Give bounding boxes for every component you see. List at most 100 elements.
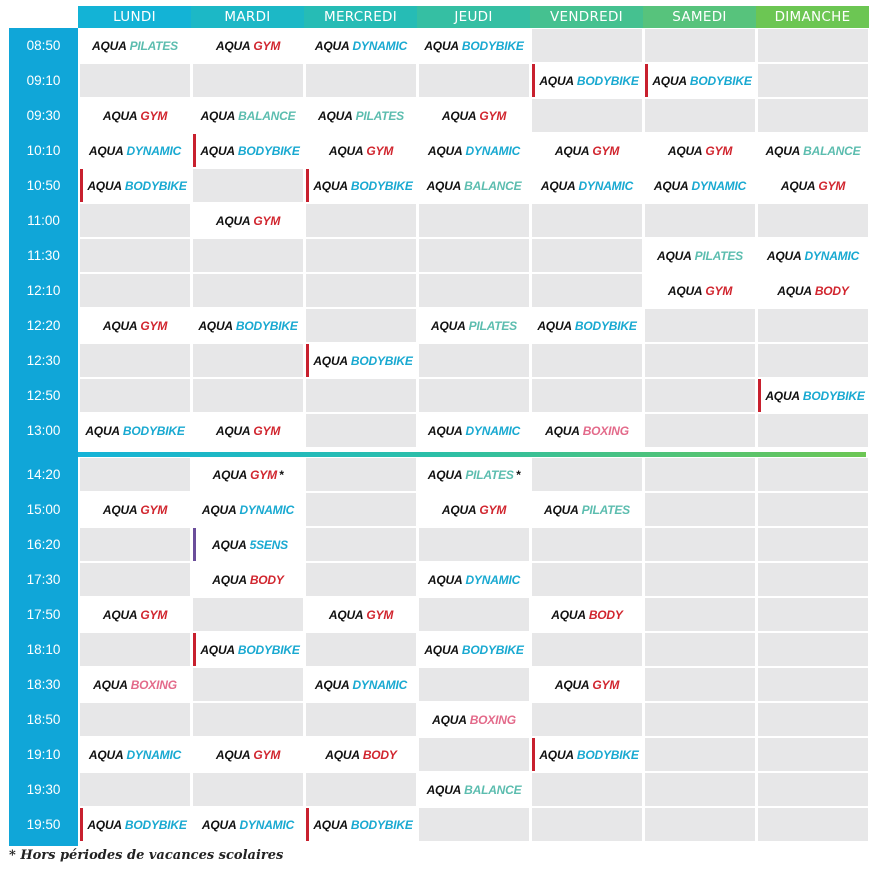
class-slot-bodybike[interactable]: AQUA BODYBIKE [306, 169, 416, 202]
class-slot-gym[interactable]: AQUA GYM [80, 493, 190, 526]
empty-slot [306, 239, 416, 272]
day-header-mardi: MARDI [191, 6, 304, 28]
class-slot-dynamic[interactable]: AQUA DYNAMIC [419, 134, 529, 167]
class-slot-dynamic[interactable]: AQUA DYNAMIC [80, 134, 190, 167]
class-slot-gym[interactable]: AQUA GYM [193, 29, 303, 62]
class-slot-gym[interactable]: AQUA GYM [193, 414, 303, 447]
class-type: GYM [253, 423, 281, 438]
class-prefix: AQUA [215, 423, 251, 438]
class-slot-bodybike[interactable]: AQUA BODYBIKE [80, 414, 190, 447]
class-type: DYNAMIC [578, 178, 634, 193]
class-slot-balance[interactable]: AQUA BALANCE [419, 169, 529, 202]
empty-slot [306, 274, 416, 307]
class-slot-pilates[interactable]: AQUA PILATES [645, 239, 755, 272]
class-slot-bodybike[interactable]: AQUA BODYBIKE [532, 64, 642, 97]
class-slot-gym[interactable]: AQUA GYM [80, 598, 190, 631]
time-label: 18:10 [26, 642, 61, 657]
class-slot-bodybike[interactable]: AQUA BODYBIKE [306, 808, 416, 841]
time-label: 10:10 [26, 143, 61, 158]
class-slot-5sens[interactable]: AQUA 5SENS [193, 528, 303, 561]
class-slot-bodybike[interactable]: AQUA BODYBIKE [193, 134, 303, 167]
empty-slot [532, 773, 642, 806]
class-slot-pilates[interactable]: AQUA PILATES * [419, 458, 529, 491]
class-slot-gym[interactable]: AQUA GYM [193, 204, 303, 237]
class-slot-gym[interactable]: AQUA GYM [419, 493, 529, 526]
class-type: DYNAMIC [352, 38, 408, 53]
class-slot-bodybike[interactable]: AQUA BODYBIKE [532, 738, 642, 771]
class-slot-dynamic[interactable]: AQUA DYNAMIC [306, 29, 416, 62]
class-slot-gym[interactable]: AQUA GYM [419, 99, 529, 132]
empty-slot [193, 773, 303, 806]
class-prefix: AQUA [544, 502, 579, 517]
class-slot-dynamic[interactable]: AQUA DYNAMIC [758, 239, 868, 272]
class-slot-gym[interactable]: AQUA GYM [532, 134, 642, 167]
class-slot-dynamic[interactable]: AQUA DYNAMIC [193, 493, 303, 526]
class-prefix: AQUA [427, 572, 463, 587]
class-slot-gym[interactable]: AQUA GYM [645, 274, 755, 307]
class-slot-body[interactable]: AQUA BODY [193, 563, 303, 596]
class-slot-bodybike[interactable]: AQUA BODYBIKE [419, 29, 529, 62]
class-slot-pilates[interactable]: AQUA PILATES [419, 309, 529, 342]
class-slot-gym[interactable]: AQUA GYM [80, 99, 190, 132]
class-slot-dynamic[interactable]: AQUA DYNAMIC [419, 414, 529, 447]
class-slot-dynamic[interactable]: AQUA DYNAMIC [306, 668, 416, 701]
class-slot-bodybike[interactable]: AQUA BODYBIKE [645, 64, 755, 97]
class-slot-balance[interactable]: AQUA BALANCE [758, 134, 868, 167]
class-type: PILATES [694, 248, 744, 263]
class-slot-gym[interactable]: AQUA GYM [193, 738, 303, 771]
day-header-mercredi: MERCREDI [304, 6, 417, 28]
class-slot-boxing[interactable]: AQUA BOXING [419, 703, 529, 736]
empty-slot [306, 309, 416, 342]
class-type: BODYBIKE [574, 318, 637, 333]
class-slot-dynamic[interactable]: AQUA DYNAMIC [419, 563, 529, 596]
class-slot-bodybike[interactable]: AQUA BODYBIKE [306, 344, 416, 377]
class-type: GYM [140, 607, 168, 622]
class-slot-gym[interactable]: AQUA GYM [306, 598, 416, 631]
empty-slot [419, 598, 529, 631]
class-slot-body[interactable]: AQUA BODY [306, 738, 416, 771]
class-slot-gym[interactable]: AQUA GYM [758, 169, 868, 202]
class-slot-bodybike[interactable]: AQUA BODYBIKE [80, 808, 190, 841]
class-type: DYNAMIC [804, 248, 860, 263]
class-prefix: AQUA [85, 423, 120, 438]
class-slot-dynamic[interactable]: AQUA DYNAMIC [80, 738, 190, 771]
class-slot-bodybike[interactable]: AQUA BODYBIKE [193, 309, 303, 342]
class-slot-boxing[interactable]: AQUA BOXING [532, 414, 642, 447]
time-label: 10:50 [26, 178, 61, 193]
empty-slot [758, 808, 868, 841]
class-slot-gym[interactable]: AQUA GYM [645, 134, 755, 167]
empty-slot [645, 668, 755, 701]
class-slot-body[interactable]: AQUA BODY [532, 598, 642, 631]
class-slot-pilates[interactable]: AQUA PILATES [80, 29, 190, 62]
class-slot-dynamic[interactable]: AQUA DYNAMIC [645, 169, 755, 202]
empty-slot [758, 668, 868, 701]
class-slot-bodybike[interactable]: AQUA BODYBIKE [193, 633, 303, 666]
slot-marker-red [645, 64, 648, 97]
empty-slot [193, 344, 303, 377]
class-prefix: AQUA [657, 248, 692, 263]
class-slot-gym[interactable]: AQUA GYM [80, 309, 190, 342]
slot-marker-red [193, 633, 196, 666]
class-prefix: AQUA [313, 178, 348, 193]
class-slot-bodybike[interactable]: AQUA BODYBIKE [532, 309, 642, 342]
class-slot-gym[interactable]: AQUA GYM [306, 134, 416, 167]
class-slot-pilates[interactable]: AQUA PILATES [306, 99, 416, 132]
class-slot-pilates[interactable]: AQUA PILATES [532, 493, 642, 526]
slot-marker-red [532, 738, 535, 771]
day-header-jeudi: JEUDI [417, 6, 530, 28]
class-slot-dynamic[interactable]: AQUA DYNAMIC [193, 808, 303, 841]
class-slot-dynamic[interactable]: AQUA DYNAMIC [532, 169, 642, 202]
class-slot-body[interactable]: AQUA BODY [758, 274, 868, 307]
class-prefix: AQUA [102, 607, 138, 622]
class-slot-bodybike[interactable]: AQUA BODYBIKE [419, 633, 529, 666]
class-slot-bodybike[interactable]: AQUA BODYBIKE [80, 169, 190, 202]
class-slot-gym[interactable]: AQUA GYM * [193, 458, 303, 491]
day-header-samedi: SAMEDI [643, 6, 756, 28]
class-slot-bodybike[interactable]: AQUA BODYBIKE [758, 379, 868, 412]
empty-slot [80, 773, 190, 806]
class-slot-balance[interactable]: AQUA BALANCE [193, 99, 303, 132]
class-slot-gym[interactable]: AQUA GYM [532, 668, 642, 701]
class-slot-boxing[interactable]: AQUA BOXING [80, 668, 190, 701]
class-slot-balance[interactable]: AQUA BALANCE [419, 773, 529, 806]
